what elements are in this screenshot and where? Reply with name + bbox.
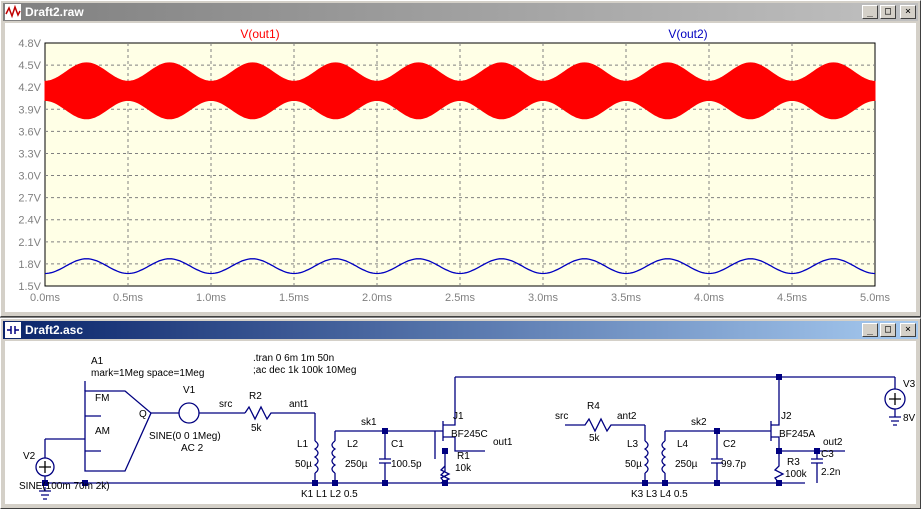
src-label-1: src: [219, 399, 232, 410]
c3-value: 2.2n: [821, 467, 840, 478]
schematic-canvas[interactable]: A1 mark=1Meg space=1Meg FM AM Q V1 SINE(…: [5, 341, 916, 504]
waveform-window-title: Draft2.raw: [25, 5, 84, 19]
x-tick-label: 2.5ms: [445, 292, 475, 304]
y-tick-label: 3.9V: [18, 104, 41, 116]
v2-name: V2: [23, 451, 36, 462]
v2-value: SINE(100m 70m 2k): [19, 481, 110, 492]
c2-value: 99.7p: [721, 459, 746, 470]
l3-name: L3: [627, 439, 639, 450]
r3-value: 100k: [785, 469, 808, 480]
schematic-window[interactable]: Draft2.asc _ □ ×: [0, 318, 921, 509]
maximize-button[interactable]: □: [880, 323, 896, 337]
out1-label: out1: [493, 437, 513, 448]
out2-label: out2: [823, 437, 843, 448]
j2-value: BF245A: [779, 429, 815, 440]
schematic-titlebar[interactable]: Draft2.asc _ □ ×: [3, 321, 918, 339]
y-tick-label: 3.0V: [18, 171, 41, 183]
v3-name: V3: [903, 379, 916, 390]
schematic-window-title: Draft2.asc: [25, 323, 84, 337]
v1-name: V1: [183, 385, 196, 396]
x-tick-label: 4.0ms: [694, 292, 724, 304]
r1-value: 10k: [455, 463, 472, 474]
ac-directive: ;ac dec 1k 100k 10Meg: [253, 365, 356, 376]
v1-ac: AC 2: [181, 443, 204, 454]
l4-value: 250µ: [675, 459, 698, 470]
y-tick-label: 2.4V: [18, 215, 41, 227]
sk1-label: sk1: [361, 417, 377, 428]
x-tick-label: 4.5ms: [777, 292, 807, 304]
y-tick-label: 4.8V: [18, 38, 41, 50]
r4-value: 5k: [589, 433, 601, 444]
c2-name: C2: [723, 439, 736, 450]
ant2-label: ant2: [617, 411, 637, 422]
v3-value: 8V: [903, 413, 916, 424]
waveform-app-icon: [5, 4, 21, 20]
waveform-content[interactable]: 0.0ms 0.5ms 1.0ms 1.5ms 2.0ms 2.5ms 3.0ms 3.5ms…: [5, 23, 916, 312]
schematic-app-icon: [5, 322, 21, 338]
k1-coupling: K1 L1 L2 0.5: [301, 489, 358, 500]
l1-name: L1: [297, 439, 309, 450]
l4-name: L4: [677, 439, 689, 450]
r4-name: R4: [587, 401, 600, 412]
series-out1-trace[interactable]: [44, 62, 876, 120]
r3-name: R3: [787, 457, 800, 468]
tran-directive: .tran 0 6m 1m 50n: [253, 353, 334, 364]
j1-name: J1: [453, 411, 464, 422]
l3-value: 50µ: [625, 459, 642, 470]
close-button[interactable]: ×: [900, 323, 916, 337]
y-tick-label: 3.6V: [18, 126, 41, 138]
r2-name: R2: [249, 391, 262, 402]
minimize-button[interactable]: _: [862, 5, 878, 19]
x-tick-label: 3.0ms: [528, 292, 558, 304]
x-tick-label: 2.0ms: [362, 292, 392, 304]
y-tick-label: 2.7V: [18, 193, 41, 205]
y-tick-label: 1.5V: [18, 281, 41, 293]
y-tick-label: 4.2V: [18, 82, 41, 94]
c3-name: C3: [821, 449, 834, 460]
y-tick-label: 1.8V: [18, 259, 41, 271]
a1-params: mark=1Meg space=1Meg: [91, 368, 204, 379]
ant1-label: ant1: [289, 399, 309, 410]
y-tick-label: 2.1V: [18, 237, 41, 249]
y-tick-label: 3.3V: [18, 148, 41, 160]
waveform-window[interactable]: Draft2.raw _ □ × 0.0ms 0.5ms 1.0ms 1.5ms 2.0…: [0, 0, 921, 317]
a1-am-pin: AM: [95, 426, 110, 437]
c1-value: 100.5p: [391, 459, 422, 470]
waveform-plot[interactable]: 0.0ms 0.5ms 1.0ms 1.5ms 2.0ms 2.5ms 3.0ms 3.5ms…: [5, 23, 916, 312]
src-label-2: src: [555, 411, 568, 422]
c1-name: C1: [391, 439, 404, 450]
x-tick-label: 3.5ms: [611, 292, 641, 304]
r2-value: 5k: [251, 423, 263, 434]
waveform-titlebar[interactable]: Draft2.raw _ □ ×: [3, 3, 918, 21]
legend-out1[interactable]: V(out1): [240, 27, 279, 41]
r1-name: R1: [457, 451, 470, 462]
l2-name: L2: [347, 439, 359, 450]
minimize-button[interactable]: _: [862, 323, 878, 337]
y-tick-label: 4.5V: [18, 60, 41, 72]
v1-value: SINE(0 0 1Meg): [149, 431, 221, 442]
j1-value: BF245C: [451, 429, 488, 440]
x-tick-label: 1.5ms: [279, 292, 309, 304]
a1-fm-pin: FM: [95, 393, 109, 404]
l2-value: 250µ: [345, 459, 368, 470]
a1-q-pin: Q: [139, 409, 147, 420]
x-tick-label: 0.0ms: [30, 292, 60, 304]
sk2-label: sk2: [691, 417, 707, 428]
k3-coupling: K3 L3 L4 0.5: [631, 489, 688, 500]
close-button[interactable]: ×: [900, 5, 916, 19]
j2-name: J2: [781, 411, 792, 422]
maximize-button[interactable]: □: [880, 5, 896, 19]
x-tick-label: 1.0ms: [196, 292, 226, 304]
x-tick-label: 0.5ms: [113, 292, 143, 304]
series-out2-trace[interactable]: [44, 258, 876, 275]
a1-name: A1: [91, 356, 104, 367]
l1-value: 50µ: [295, 459, 312, 470]
schematic-drawing[interactable]: A1 mark=1Meg space=1Meg FM AM Q V1 SINE(…: [5, 341, 916, 504]
legend-out2[interactable]: V(out2): [668, 27, 707, 41]
x-tick-label: 5.0ms: [860, 292, 890, 304]
